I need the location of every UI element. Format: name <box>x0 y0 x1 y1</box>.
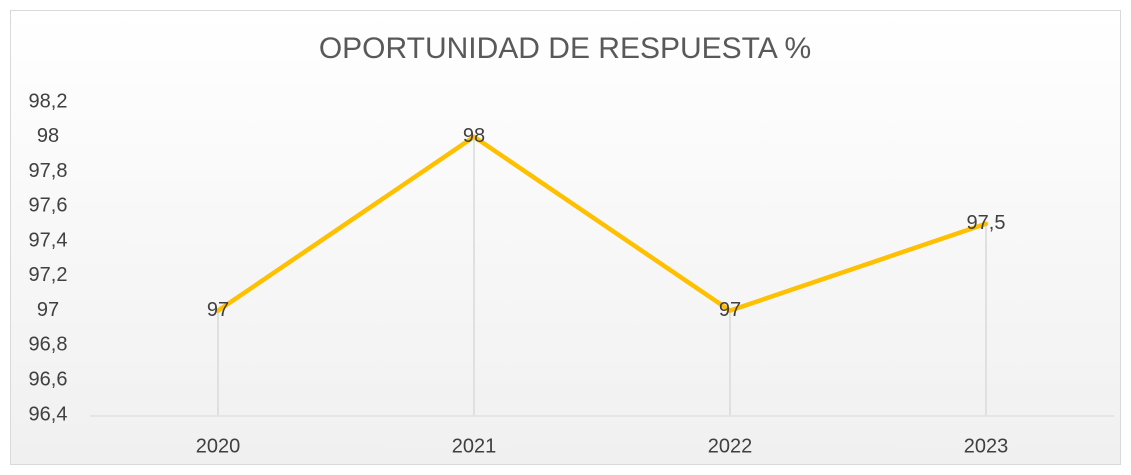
x-tick-label: 2020 <box>196 435 241 457</box>
data-label: 97 <box>719 299 741 321</box>
y-tick-label: 96,4 <box>29 403 68 425</box>
data-label: 97 <box>207 299 229 321</box>
x-tick-label: 2022 <box>708 435 753 457</box>
y-tick-label: 98 <box>37 125 59 147</box>
chart-frame <box>10 10 1121 465</box>
y-tick-label: 96,6 <box>29 369 68 391</box>
y-tick-label: 98,2 <box>29 90 68 112</box>
x-tick-label: 2021 <box>452 435 497 457</box>
x-tick-label: 2023 <box>964 435 1009 457</box>
y-tick-label: 97 <box>37 299 59 321</box>
y-tick-label: 97,8 <box>29 160 68 182</box>
y-tick-label: 97,2 <box>29 264 68 286</box>
data-label: 97,5 <box>967 212 1006 234</box>
y-tick-label: 96,8 <box>29 334 68 356</box>
data-line <box>215 134 989 313</box>
data-label: 98 <box>463 125 485 147</box>
y-tick-label: 97,4 <box>29 229 68 251</box>
y-tick-label: 97,6 <box>29 195 68 217</box>
chart-title: OPORTUNIDAD DE RESPUESTA % <box>319 32 811 65</box>
